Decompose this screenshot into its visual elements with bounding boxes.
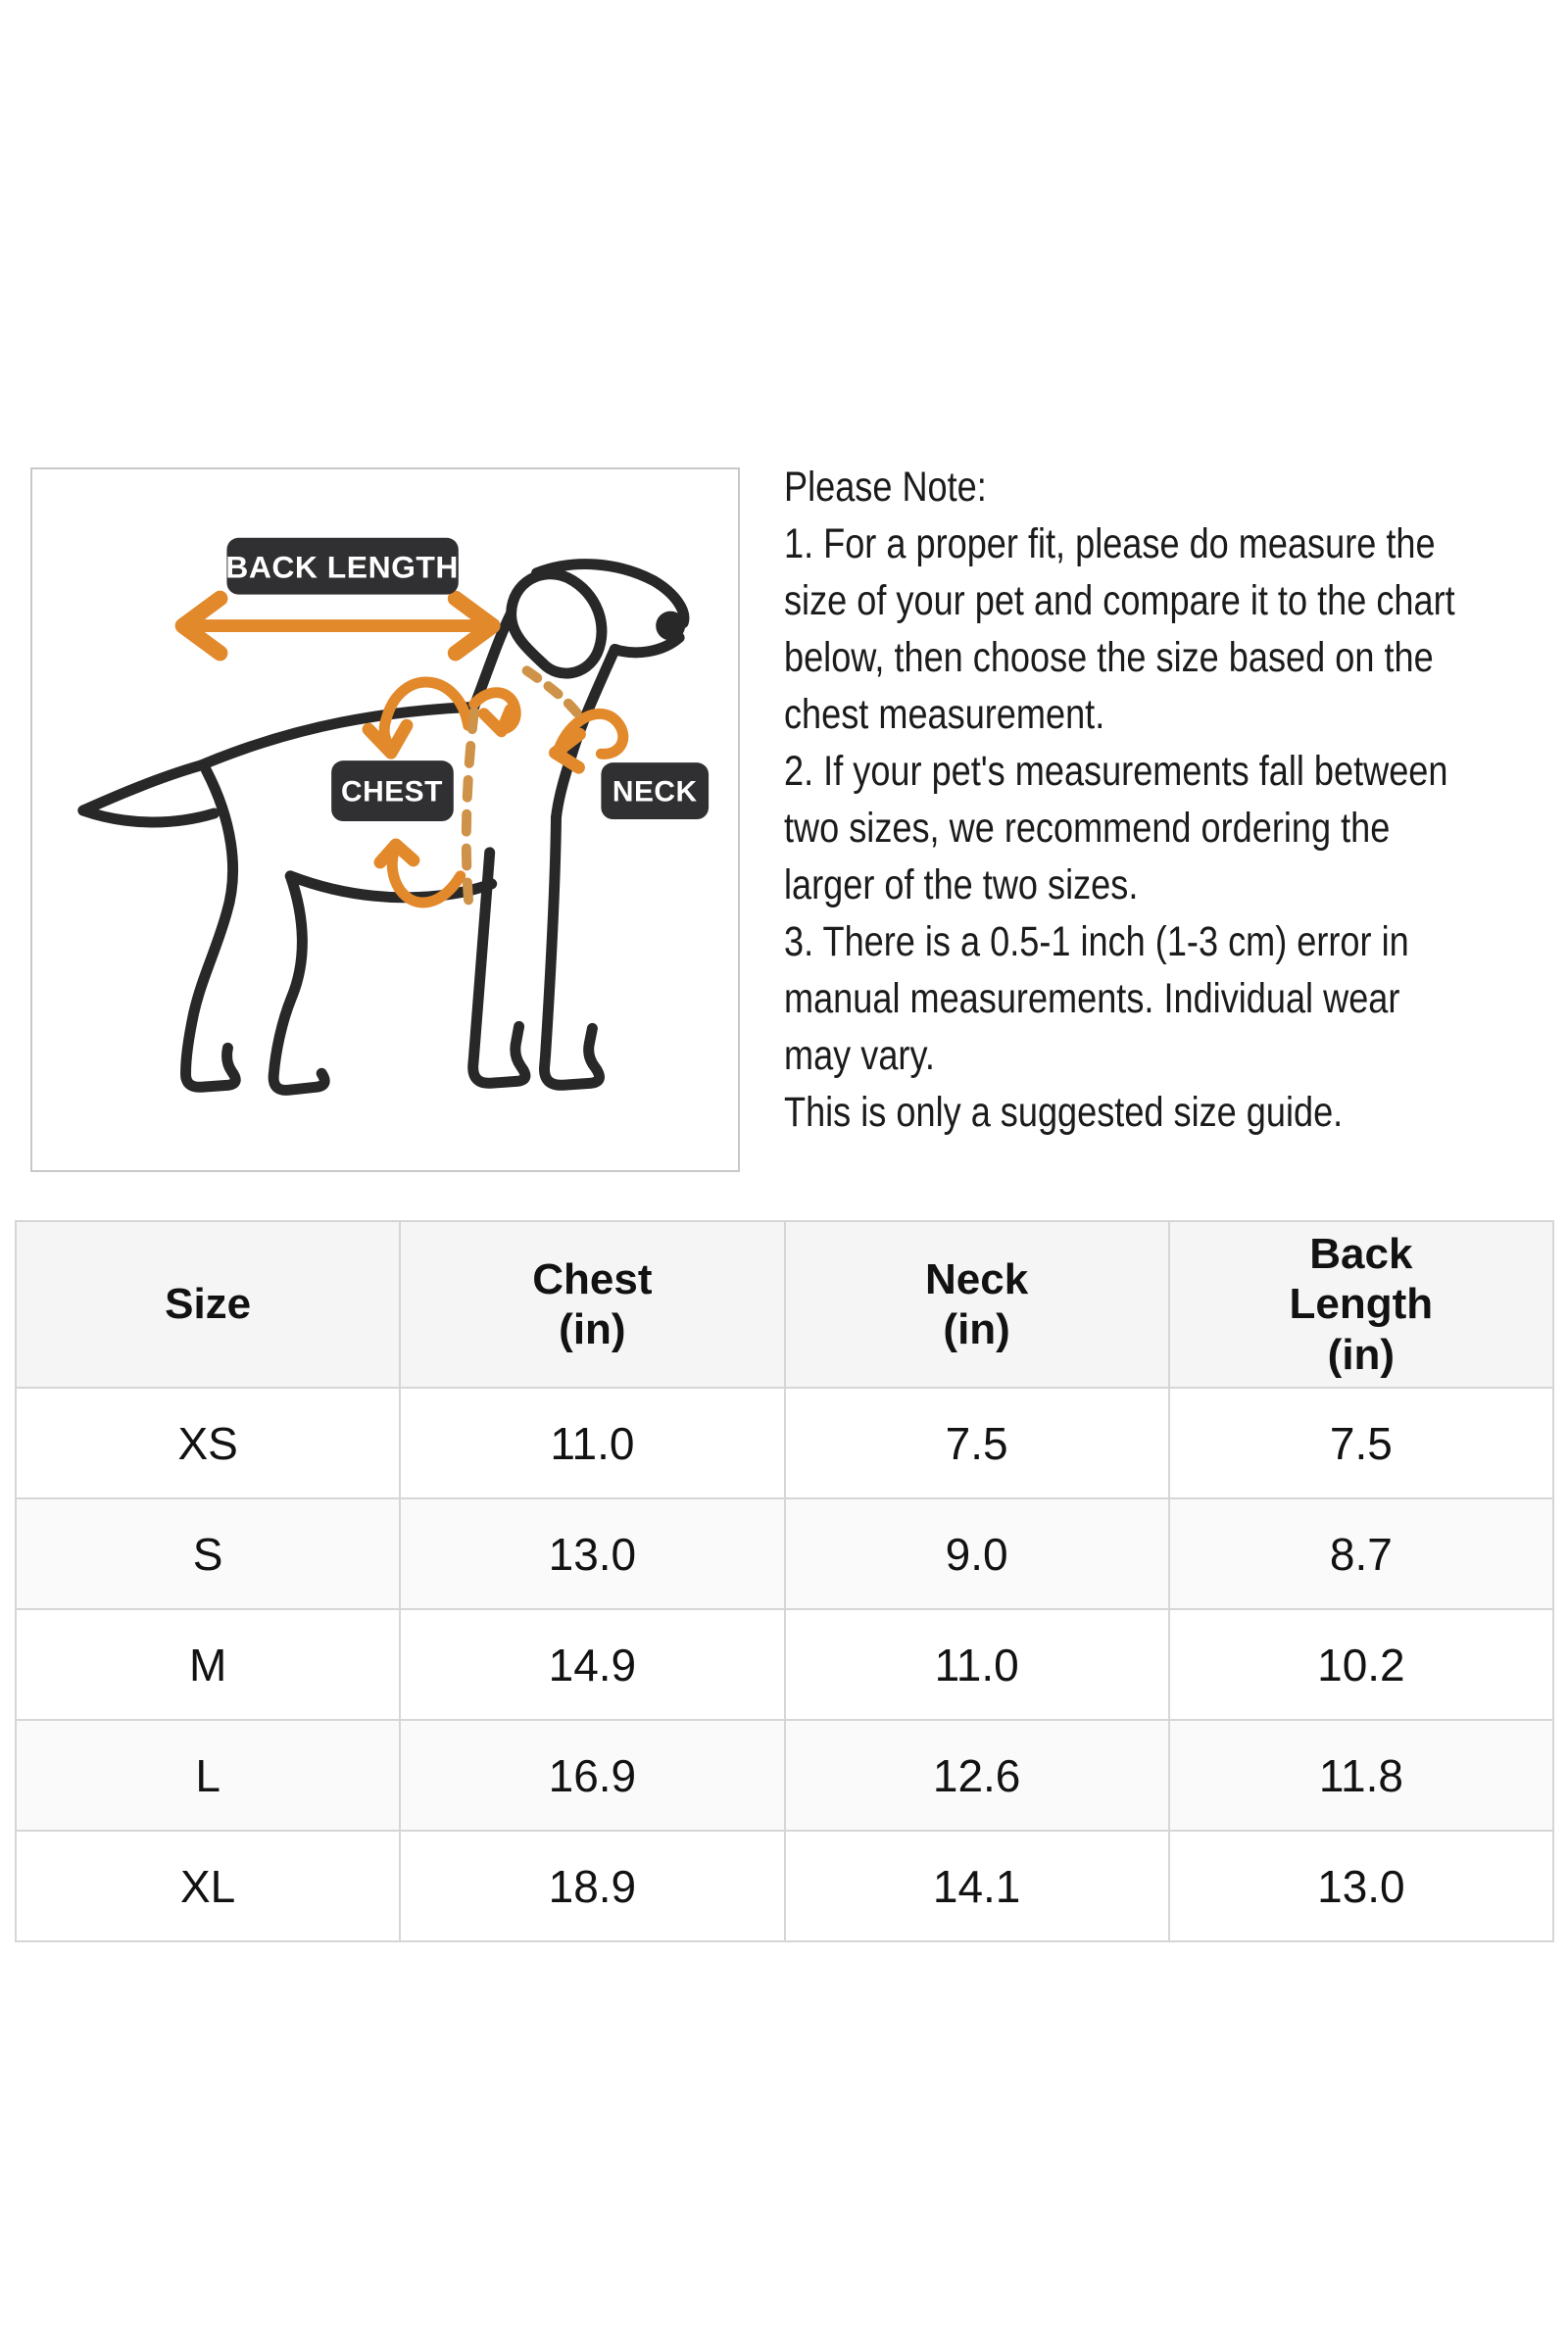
neck-label-text: NECK: [612, 776, 698, 808]
dog-outline: [77, 559, 690, 1096]
chest-dashed-line: [461, 707, 479, 914]
back-length-label-text: BACK LENGTH: [225, 550, 459, 585]
back-length-cell: 10.2: [1167, 1608, 1555, 1721]
chest-cell: 16.9: [399, 1719, 786, 1832]
note-line: below, then choose the size based on the: [784, 634, 1434, 681]
dashed-guides: [461, 665, 583, 914]
measurement-arrows: [174, 590, 629, 908]
table-row-xs: XS 11.0 7.5 7.5: [14, 1387, 1555, 1499]
chest-label: [331, 760, 454, 821]
dog-front-leg-near: [539, 811, 605, 1091]
size-cell: XL: [14, 1830, 402, 1942]
dog-tail-top: [77, 760, 207, 816]
neck-cell: 7.5: [783, 1387, 1170, 1499]
collar-dashed-line: [521, 665, 583, 719]
back-length-cell: 13.0: [1167, 1830, 1555, 1942]
back-length-arrowhead-left: [174, 590, 228, 662]
neck-cell: 11.0: [783, 1608, 1170, 1721]
dog-tail-bottom: [77, 805, 220, 828]
chest-label-text: CHEST: [341, 776, 443, 808]
neck-cell: 12.6: [783, 1719, 1170, 1832]
dog-throat-line: [551, 644, 620, 823]
back-length-cell: 8.7: [1167, 1497, 1555, 1610]
column-header-back-length: Back Length (in): [1167, 1220, 1555, 1389]
note-line: 1. For a proper fit, please do measure t…: [784, 520, 1436, 567]
note-line: chest measurement.: [784, 691, 1105, 738]
dog-diagram-box: BACK LENGTH CHEST NECK: [30, 467, 740, 1172]
chest-cell: 14.9: [399, 1608, 786, 1721]
note-line: 2. If your pet's measurements fall betwe…: [784, 748, 1448, 795]
table-header-row: Size Chest (in) Neck (in) Back Length (i…: [14, 1220, 1555, 1389]
dog-back-line: [195, 701, 480, 771]
chest-cell: 13.0: [399, 1497, 786, 1610]
size-chart-table: Size Chest (in) Neck (in) Back Length (i…: [14, 1220, 1555, 1942]
dog-front-leg-far: [467, 847, 531, 1089]
dog-nose: [656, 611, 686, 641]
size-cell: L: [14, 1719, 402, 1832]
dog-jaw-line: [609, 632, 685, 659]
table-row-m: M 14.9 11.0 10.2: [14, 1608, 1555, 1721]
dog-hind-leg-near: [268, 870, 330, 1096]
back-length-cell: 11.8: [1167, 1719, 1555, 1832]
note-line: size of your pet and compare it to the c…: [784, 577, 1455, 624]
note-line: may vary.: [784, 1032, 935, 1079]
chest-cell: 11.0: [399, 1387, 786, 1499]
chest-girth-arc: [378, 676, 474, 754]
table-row-xl: XL 18.9 14.1 13.0: [14, 1830, 1555, 1942]
size-notes: Please Note: 1. For a proper fit, please…: [784, 459, 1558, 1141]
chest-girth-arrowhead: [362, 718, 414, 760]
size-cell: XS: [14, 1387, 402, 1499]
back-length-arrowhead-right: [447, 590, 501, 662]
belly-girth-arc: [386, 844, 466, 908]
note-line: two sizes, we recommend ordering the: [784, 805, 1391, 852]
size-cell: M: [14, 1608, 402, 1721]
collar-loop-arrowhead: [477, 704, 516, 738]
table-row-l: L 16.9 12.6 11.8: [14, 1719, 1555, 1832]
column-header-size: Size: [14, 1220, 402, 1389]
table-row-s: S 13.0 9.0 8.7: [14, 1497, 1555, 1610]
dog-measurement-diagram: BACK LENGTH CHEST NECK: [77, 537, 710, 1096]
column-header-neck: Neck (in): [783, 1220, 1170, 1389]
neck-cell: 14.1: [783, 1830, 1170, 1942]
neck-girth-arc: [553, 708, 629, 760]
diagram-labels: BACK LENGTH CHEST NECK: [225, 537, 710, 821]
neck-girth-arrowhead: [549, 727, 586, 774]
belly-girth-arrowhead: [373, 838, 420, 869]
note-line: Please Note:: [784, 464, 987, 511]
note-line: larger of the two sizes.: [784, 861, 1139, 908]
dog-ear: [506, 568, 608, 679]
size-cell: S: [14, 1497, 402, 1610]
note-line: 3. There is a 0.5-1 inch (1-3 cm) error …: [784, 918, 1409, 965]
neck-cell: 9.0: [783, 1497, 1170, 1610]
back-length-cell: 7.5: [1167, 1387, 1555, 1499]
note-line: manual measurements. Individual wear: [784, 975, 1400, 1022]
dog-skull-line: [531, 559, 690, 629]
note-line: This is only a suggested size guide.: [784, 1089, 1344, 1136]
dog-hind-leg-far: [180, 764, 241, 1093]
back-length-label: [226, 537, 459, 595]
chest-cell: 18.9: [399, 1830, 786, 1942]
neck-label: [601, 762, 710, 819]
column-header-chest: Chest (in): [399, 1220, 786, 1389]
